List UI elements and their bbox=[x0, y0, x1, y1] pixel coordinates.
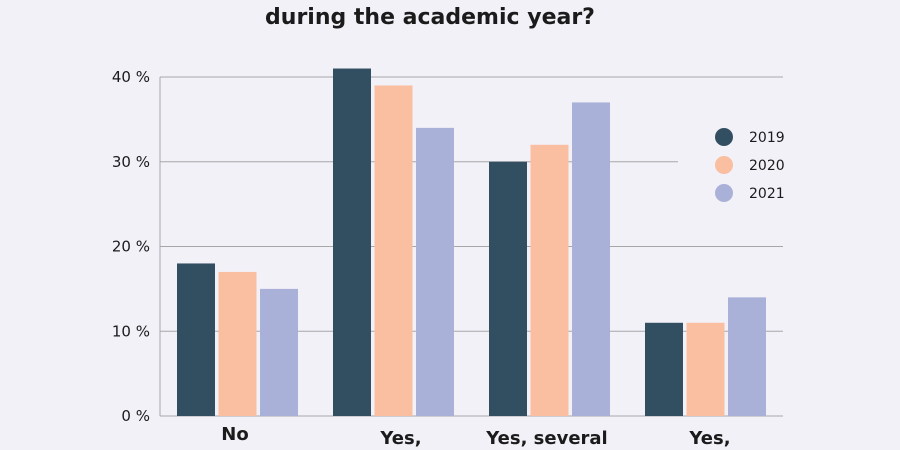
bar-2021-1 bbox=[416, 127, 454, 416]
bar-2021-2 bbox=[572, 102, 610, 417]
legend-background bbox=[678, 108, 788, 212]
legend-label: 2021 bbox=[749, 186, 785, 202]
legend: 2019 2020 2021 bbox=[715, 128, 785, 202]
bars bbox=[177, 68, 766, 417]
y-tick-label: 0 % bbox=[121, 407, 150, 425]
x-tick-label: Yes, bbox=[379, 428, 421, 449]
legend-marker-2019 bbox=[715, 128, 733, 146]
legend-label: 2019 bbox=[749, 130, 785, 146]
bar-2019-2 bbox=[489, 161, 527, 416]
legend-marker-2020 bbox=[715, 156, 733, 174]
bar-2020-3 bbox=[686, 322, 725, 416]
bar-2021-0 bbox=[260, 288, 298, 416]
x-tick-label: No bbox=[221, 424, 248, 445]
x-tick-label: Yes, bbox=[688, 428, 730, 449]
bar-2020-2 bbox=[530, 144, 569, 417]
y-tick-label: 20 % bbox=[112, 238, 150, 256]
chart-title: during the academic year? bbox=[265, 5, 595, 30]
x-axis-labels: No Yes, Yes, several Yes, bbox=[221, 424, 730, 449]
x-tick-label: Yes, several bbox=[485, 428, 607, 449]
legend-marker-2021 bbox=[715, 184, 733, 202]
y-tick-label: 40 % bbox=[112, 68, 150, 86]
bar-2021-3 bbox=[728, 297, 766, 416]
bar-2019-0 bbox=[177, 263, 215, 416]
y-axis-ticks: 0 % 10 % 20 % 30 % 40 % bbox=[112, 68, 150, 425]
bar-2019-1 bbox=[333, 68, 371, 417]
bar-2020-0 bbox=[218, 271, 257, 416]
y-tick-label: 10 % bbox=[112, 322, 150, 340]
bar-2019-3 bbox=[645, 322, 683, 416]
y-tick-label: 30 % bbox=[112, 153, 150, 171]
bar-2020-1 bbox=[374, 85, 413, 416]
legend-label: 2020 bbox=[749, 158, 785, 174]
